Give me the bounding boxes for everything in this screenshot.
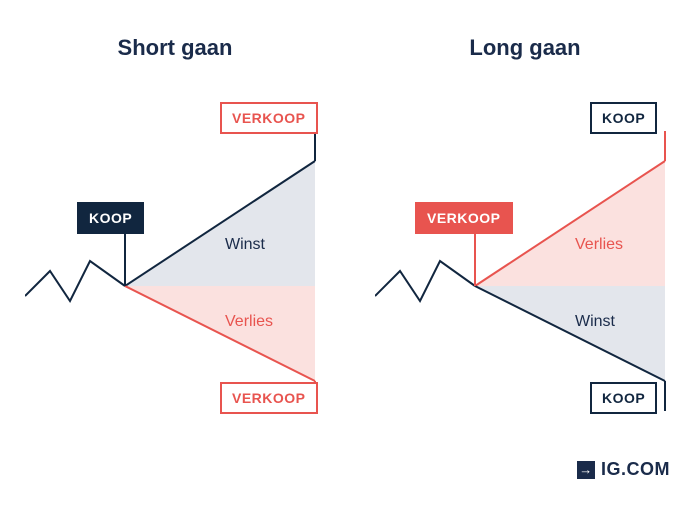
panel-short: Short gaan KOOP — [25, 35, 325, 426]
short-entry-box: KOOP — [77, 202, 144, 234]
diagram-short-svg — [25, 86, 325, 426]
panel-short-title: Short gaan — [25, 35, 325, 61]
diagram-long-svg — [375, 86, 675, 426]
short-zigzag — [25, 261, 125, 301]
long-upper-area-label: Verlies — [575, 236, 623, 254]
long-entry-label: VERKOOP — [427, 210, 501, 226]
long-bottom-label: KOOP — [602, 390, 645, 406]
brand: → IG.COM — [577, 459, 670, 480]
short-bottom-label: VERKOOP — [232, 390, 306, 406]
long-top-box: KOOP — [590, 102, 657, 134]
diagram-short: KOOP VERKOOP VERKOOP Winst Verlies — [25, 86, 325, 426]
panels-container: Short gaan KOOP — [0, 0, 700, 426]
panel-long-title: Long gaan — [375, 35, 675, 61]
long-top-label: KOOP — [602, 110, 645, 126]
long-lower-area-label: Winst — [575, 313, 615, 331]
brand-arrow-icon: → — [577, 461, 595, 479]
panel-long: Long gaan VERKOOP KOOP KOOP Verlies — [375, 35, 675, 426]
long-entry-box: VERKOOP — [415, 202, 513, 234]
short-upper-area-label: Winst — [225, 236, 265, 254]
diagram-long: VERKOOP KOOP KOOP Verlies Winst — [375, 86, 675, 426]
short-top-label: VERKOOP — [232, 110, 306, 126]
long-bottom-box: KOOP — [590, 382, 657, 414]
short-bottom-box: VERKOOP — [220, 382, 318, 414]
long-zigzag — [375, 261, 475, 301]
short-entry-label: KOOP — [89, 210, 132, 226]
short-top-box: VERKOOP — [220, 102, 318, 134]
short-lower-area-label: Verlies — [225, 313, 273, 331]
brand-text: IG.COM — [601, 459, 670, 480]
